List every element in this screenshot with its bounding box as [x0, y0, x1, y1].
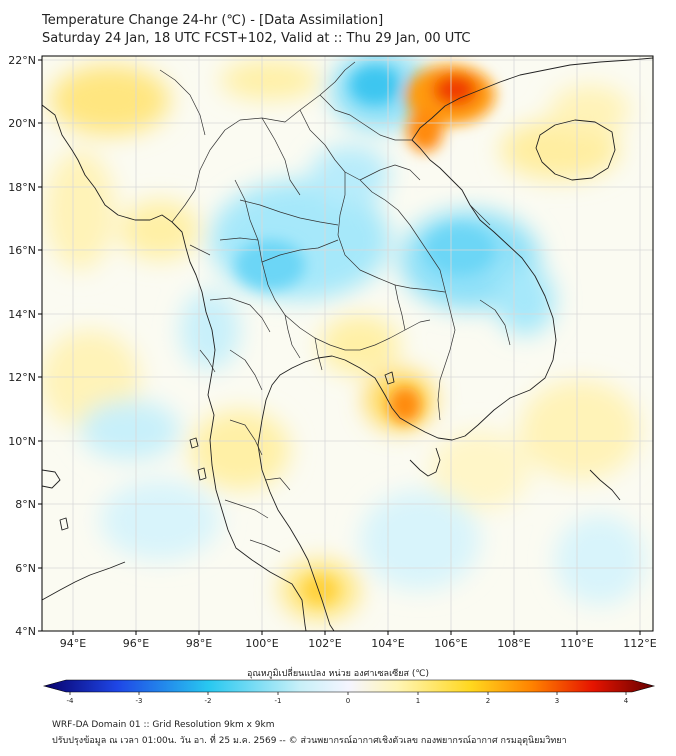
colorbar-tick-label: -1 [275, 697, 282, 705]
colorbar-title: อุณหภูมิเปลี่ยนแปลง หน่วย องศาเซลเซียส (… [246, 669, 430, 679]
lat-tick-marks [38, 59, 42, 632]
temperature-field [42, 56, 653, 631]
chart-title: Temperature Change 24-hr (℃) - [Data Ass… [42, 13, 384, 28]
colorbar: -4 -3 -2 -1 0 1 2 3 4 [42, 679, 656, 705]
lat-label-20: 20°N [8, 117, 36, 130]
lat-lon-grid [42, 56, 653, 631]
lon-label-112: 112°E [623, 637, 656, 650]
lon-label-102: 102°E [308, 637, 341, 650]
lon-label-104: 104°E [371, 637, 404, 650]
lat-label-4: 4°N [15, 625, 36, 638]
lat-label-14: 14°N [8, 308, 36, 321]
colorbar-tick-label: 3 [555, 697, 559, 705]
lat-label-6: 6°N [15, 562, 36, 575]
colorbar-tick-label: 1 [416, 697, 420, 705]
colorbar-tick-label: -3 [136, 697, 143, 705]
lat-label-16: 16°N [8, 244, 36, 257]
lon-label-94: 94°E [60, 637, 86, 650]
chart-subtitle: Saturday 24 Jan, 18 UTC FCST+102, Valid … [42, 31, 471, 46]
lon-label-106: 106°E [434, 637, 467, 650]
colorbar-tick-label: -2 [205, 697, 212, 705]
colorbar-tick-label: -4 [67, 697, 75, 705]
field-strong-patches [235, 65, 495, 605]
lon-label-100: 100°E [245, 637, 278, 650]
lon-label-110: 110°E [560, 637, 593, 650]
footer-domain-info: WRF-DA Domain 01 :: Grid Resolution 9km … [52, 720, 275, 730]
lon-label-108: 108°E [497, 637, 530, 650]
coastlines [42, 57, 653, 631]
lat-label-10: 10°N [8, 435, 36, 448]
lon-label-96: 96°E [123, 637, 149, 650]
colorbar-tick-label: 0 [346, 697, 350, 705]
lat-label-12: 12°N [8, 371, 36, 384]
lat-label-22: 22°N [8, 54, 36, 67]
colorbar-tick-label: 2 [486, 697, 490, 705]
colorbar-tick-label: 4 [624, 697, 629, 705]
footer-credit: ปรับปรุงข้อมูล ณ เวลา 01:00น. วัน อา. ที… [52, 736, 567, 746]
lon-label-98: 98°E [186, 637, 212, 650]
lat-label-8: 8°N [15, 498, 36, 511]
country-borders [159, 61, 511, 553]
plot-frame [41, 55, 654, 632]
lon-tick-marks [72, 631, 641, 635]
colorbar-bar [42, 679, 656, 693]
lat-label-18: 18°N [8, 181, 36, 194]
colorbar-tick-marks [69, 692, 627, 695]
